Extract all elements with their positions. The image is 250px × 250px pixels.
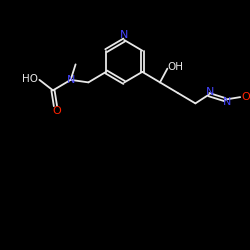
Text: N: N [206,87,214,97]
Text: N: N [223,97,231,107]
Text: O: O [241,92,250,102]
Text: OH: OH [167,62,183,72]
Text: N: N [120,30,128,40]
Text: HO: HO [22,74,38,84]
Text: N: N [66,75,75,85]
Text: O: O [52,106,61,116]
